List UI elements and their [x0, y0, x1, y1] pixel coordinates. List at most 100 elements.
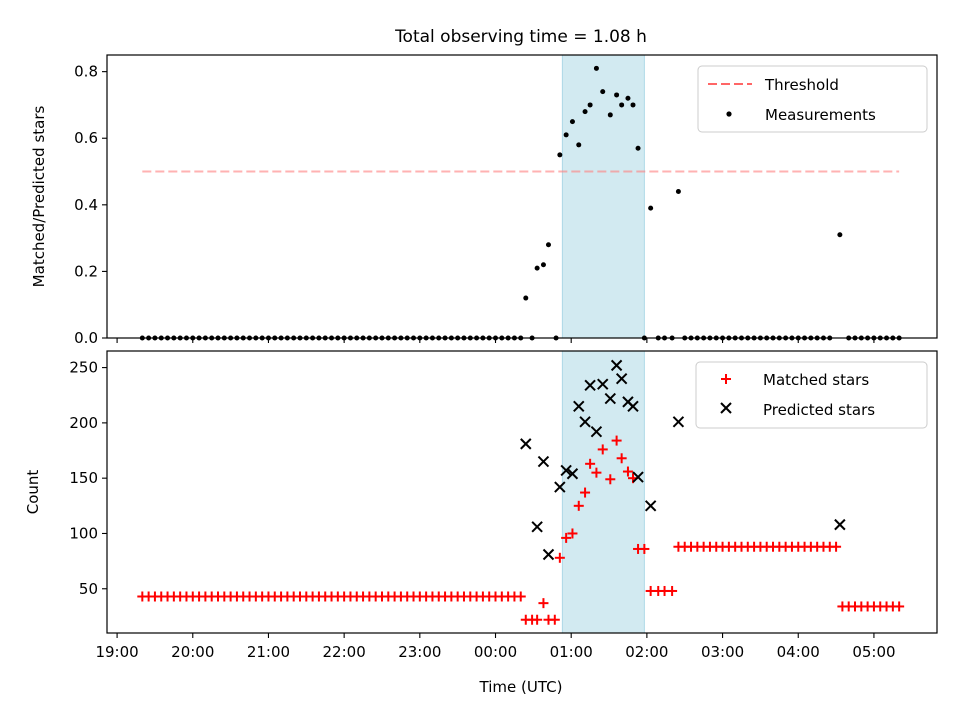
observing-span-bottom: [561, 350, 645, 634]
measurement-point: [648, 205, 654, 211]
matched-stars-point: [532, 614, 543, 625]
predicted-stars-point: [520, 438, 532, 450]
x-tick-label: 22:00: [323, 643, 366, 661]
x-tick-label: 03:00: [701, 643, 744, 661]
matched-stars-point: [561, 532, 572, 543]
matched-stars-point: [591, 467, 602, 478]
measurement-point: [557, 152, 563, 158]
matched-stars-point: [538, 598, 549, 609]
predicted-stars-point: [834, 518, 846, 531]
matched-stars-point: [554, 552, 565, 563]
measurement-point: [576, 142, 582, 148]
legend-predicted-label: Predicted stars: [763, 401, 875, 419]
measurement-point: [540, 262, 546, 268]
bottom-y-tick-label: 250: [69, 359, 98, 377]
predicted-stars-point: [615, 372, 628, 385]
predicted-stars-point: [579, 416, 591, 428]
count-panel: 19:00 20:00 21:00 22:00 23:00 00:00 01:00 02:00…: [24, 350, 938, 696]
matched-stars-point: [622, 466, 633, 477]
measurement-point: [635, 145, 641, 151]
x-tick-label: 20:00: [171, 643, 214, 661]
measurement-point: [534, 265, 540, 271]
legend-predicted-marker: [720, 402, 732, 414]
measurement-point: [837, 232, 843, 238]
legend-measurements-label: Measurements: [765, 106, 876, 124]
top-y-axis-label: Matched/Predicted stars: [30, 106, 48, 288]
measurement-point: [523, 295, 529, 301]
x-tick-label: 01:00: [550, 643, 593, 661]
top-y-tick-label: 0.8: [74, 63, 98, 81]
matched-stars-point: [597, 444, 608, 455]
bottom-y-tick-label: 100: [69, 524, 98, 542]
legend-measurements-marker: [726, 111, 732, 117]
predicted-stars-point: [610, 359, 623, 372]
predicted-stars-point: [627, 400, 639, 413]
observing-span-top: [561, 54, 645, 339]
x-tick-label: 23:00: [398, 643, 441, 661]
matched-stars-point: [515, 591, 526, 602]
measurement-point: [545, 242, 551, 248]
predicted-stars-point: [573, 400, 585, 413]
top-y-tick-label: 0.4: [74, 196, 98, 214]
predicted-stars-point: [632, 471, 644, 483]
predicted-stars-point: [566, 468, 579, 480]
measurement-point: [582, 109, 588, 115]
top-y-tick-label: 0.2: [74, 262, 98, 280]
measurement-point: [600, 89, 606, 95]
top-y-tick-label: 0.0: [74, 329, 98, 347]
predicted-stars-point: [554, 481, 566, 493]
predicted-stars-point: [531, 521, 543, 533]
predicted-stars-point: [590, 426, 603, 438]
measurement-point: [587, 102, 593, 108]
top-legend: Threshold Measurements: [697, 65, 928, 133]
measurement-point: [593, 65, 599, 71]
measurement-point: [630, 102, 636, 108]
x-tick-label: 00:00: [474, 643, 517, 661]
predicted-stars-point: [542, 548, 555, 561]
x-tick-label: 19:00: [95, 643, 138, 661]
legend-threshold-label: Threshold: [764, 76, 839, 94]
matched-stars-point: [580, 487, 591, 498]
top-y-tick-label: 0.6: [74, 129, 98, 147]
x-tick-label: 02:00: [625, 643, 668, 661]
bottom-y-tick-label: 150: [69, 469, 98, 487]
x-tick-label: 21:00: [247, 643, 290, 661]
x-tick-label: 05:00: [852, 643, 895, 661]
matched-stars-point: [894, 601, 905, 612]
measurement-point: [614, 92, 620, 98]
predicted-stars-point: [604, 392, 617, 405]
measurement-point: [569, 119, 575, 125]
matched-stars-point: [611, 435, 622, 446]
matched-stars-point: [639, 543, 650, 554]
predicted-stars-point: [537, 455, 550, 468]
measurement-point: [607, 112, 613, 118]
matched-stars-point: [549, 614, 560, 625]
chart-title: Total observing time = 1.08 h: [394, 27, 647, 47]
matched-stars-point: [567, 528, 578, 539]
matched-stars-point: [585, 458, 596, 469]
bottom-y-tick-label: 200: [69, 414, 98, 432]
predicted-stars-point: [584, 379, 596, 391]
x-axis-label: Time (UTC): [479, 678, 563, 696]
matched-stars-point: [616, 453, 627, 464]
legend-matched-marker: [721, 374, 731, 384]
legend-matched-label: Matched stars: [763, 371, 869, 389]
predicted-stars-point: [597, 378, 609, 390]
predicted-stars-point: [644, 500, 657, 512]
bottom-y-tick-label: 50: [79, 580, 98, 598]
measurement-point: [625, 95, 631, 101]
x-tick-label: 04:00: [777, 643, 820, 661]
matched-stars-point: [573, 500, 584, 511]
matched-stars-point: [667, 585, 678, 596]
bottom-legend: Matched stars Predicted stars: [695, 361, 928, 429]
matched-stars-point: [831, 541, 842, 552]
ratio-panel: 0.00.20.40.60.8 Matched/Predicted stars …: [30, 54, 938, 347]
bottom-y-axis-label: Count: [24, 470, 42, 515]
measurement-point: [675, 189, 681, 195]
matched-stars-point: [605, 474, 616, 485]
measurement-point: [619, 102, 625, 108]
predicted-stars-point: [672, 416, 685, 428]
measurement-point: [563, 132, 569, 138]
predicted-stars-point: [560, 464, 572, 477]
